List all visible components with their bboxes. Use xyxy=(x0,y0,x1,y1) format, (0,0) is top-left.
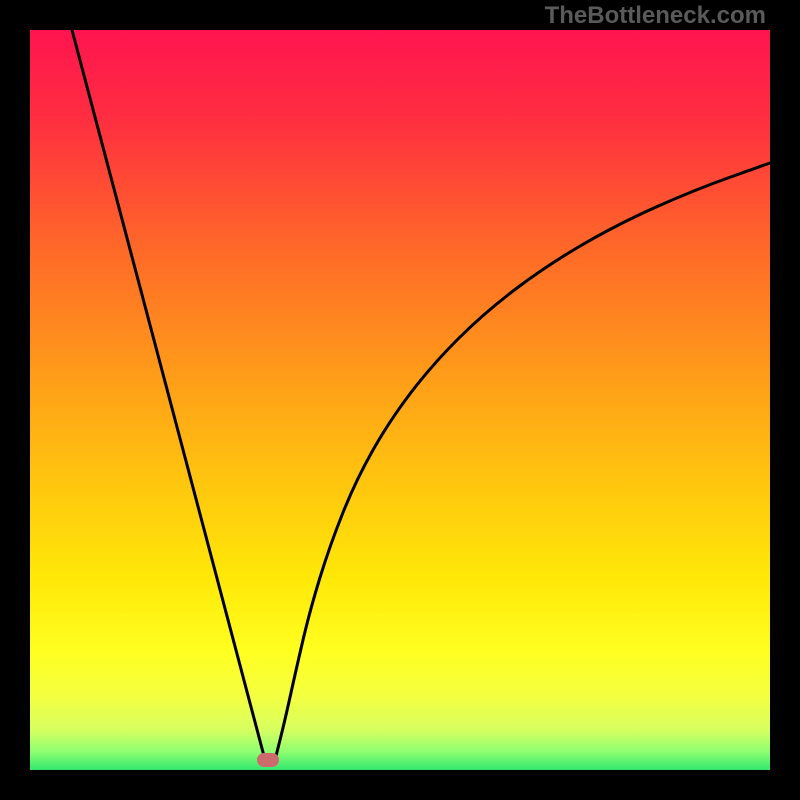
watermark-text: TheBottleneck.com xyxy=(545,2,766,30)
plot-background xyxy=(30,30,770,770)
chart-container: { "canvas": { "width": 800, "height": 80… xyxy=(0,0,800,800)
plot-area xyxy=(0,0,800,800)
vertex-marker xyxy=(257,753,279,767)
